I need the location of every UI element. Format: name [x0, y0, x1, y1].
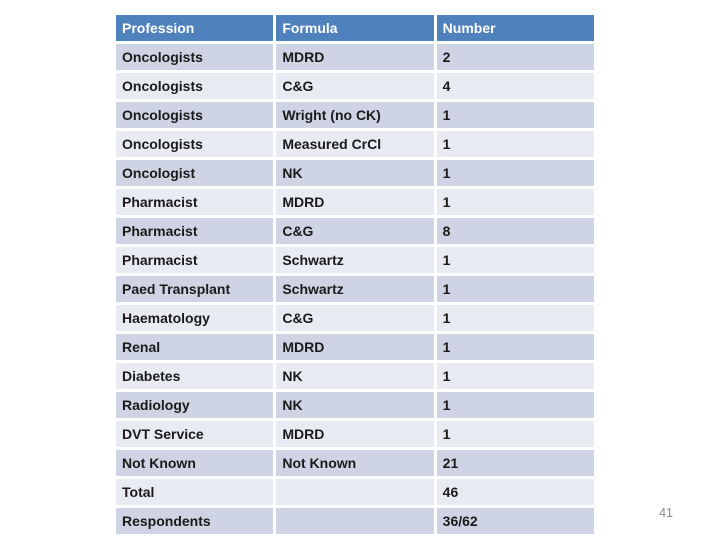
- table-row: Oncologists MDRD 2: [112, 41, 598, 73]
- table-row: Radiology NK 1: [112, 389, 598, 421]
- table-body: Oncologists MDRD 2 Oncologists C&G 4 Oncologis…: [112, 41, 598, 537]
- column-header-profession: Profession: [112, 12, 277, 44]
- profession-cell: Oncologists: [112, 99, 277, 131]
- profession-cell: Renal: [112, 331, 277, 363]
- profession-cell: Diabetes: [112, 360, 277, 392]
- table-row: Oncologists Measured CrCl 1: [112, 128, 598, 160]
- table-row: Paed Transplant Schwartz 1: [112, 273, 598, 305]
- profession-cell: DVT Service: [112, 418, 277, 450]
- number-cell: 1: [433, 331, 598, 363]
- formula-cell: MDRD: [273, 331, 437, 363]
- table-row: Total 46: [112, 476, 598, 508]
- profession-cell: Respondents: [112, 505, 277, 537]
- table-row: Respondents 36/62: [112, 505, 598, 537]
- table-row: Pharmacist C&G 8: [112, 215, 598, 247]
- table-head: Profession Formula Number: [112, 12, 598, 44]
- formula-cell: [273, 476, 437, 508]
- formula-cell: MDRD: [273, 41, 437, 73]
- number-cell: 36/62: [433, 505, 598, 537]
- profession-cell: Pharmacist: [112, 215, 277, 247]
- formula-cell: NK: [273, 157, 437, 189]
- number-cell: 1: [433, 157, 598, 189]
- table-row: Oncologists C&G 4: [112, 70, 598, 102]
- formula-cell: Schwartz: [273, 244, 437, 276]
- formula-cell: Measured CrCl: [273, 128, 437, 160]
- table-row: Renal MDRD 1: [112, 331, 598, 363]
- number-cell: 1: [433, 389, 598, 421]
- table-row: Oncologists Wright (no CK) 1: [112, 99, 598, 131]
- profession-cell: Oncologists: [112, 70, 277, 102]
- number-cell: 46: [433, 476, 598, 508]
- profession-cell: Paed Transplant: [112, 273, 277, 305]
- formula-cell: MDRD: [273, 418, 437, 450]
- table-row: Oncologist NK 1: [112, 157, 598, 189]
- profession-cell: Oncologists: [112, 41, 277, 73]
- formula-cell: Not Known: [273, 447, 437, 479]
- table-row: Not Known Not Known 21: [112, 447, 598, 479]
- number-cell: 1: [433, 360, 598, 392]
- number-cell: 1: [433, 273, 598, 305]
- number-cell: 1: [433, 128, 598, 160]
- profession-cell: Pharmacist: [112, 244, 277, 276]
- number-cell: 21: [433, 447, 598, 479]
- page-number: 41: [659, 506, 673, 520]
- results-table: Profession Formula Number Oncologists MDRD 2…: [112, 12, 598, 537]
- table-row: Pharmacist MDRD 1: [112, 186, 598, 218]
- table-row: Haematology C&G 1: [112, 302, 598, 334]
- formula-cell: MDRD: [273, 186, 437, 218]
- table-header-row: Profession Formula Number: [112, 12, 598, 44]
- number-cell: 1: [433, 302, 598, 334]
- number-cell: 4: [433, 70, 598, 102]
- formula-cell: NK: [273, 360, 437, 392]
- number-cell: 1: [433, 186, 598, 218]
- formula-cell: NK: [273, 389, 437, 421]
- column-header-formula: Formula: [273, 12, 437, 44]
- formula-cell: Wright (no CK): [273, 99, 437, 131]
- formula-cell: C&G: [273, 70, 437, 102]
- number-cell: 1: [433, 99, 598, 131]
- profession-cell: Not Known: [112, 447, 277, 479]
- number-cell: 2: [433, 41, 598, 73]
- number-cell: 1: [433, 244, 598, 276]
- table-row: DVT Service MDRD 1: [112, 418, 598, 450]
- column-header-number: Number: [433, 12, 598, 44]
- formula-cell: C&G: [273, 215, 437, 247]
- profession-cell: Radiology: [112, 389, 277, 421]
- profession-cell: Pharmacist: [112, 186, 277, 218]
- formula-cell: Schwartz: [273, 273, 437, 305]
- profession-cell: Oncologist: [112, 157, 277, 189]
- number-cell: 8: [433, 215, 598, 247]
- profession-cell: Haematology: [112, 302, 277, 334]
- table-row: Pharmacist Schwartz 1: [112, 244, 598, 276]
- profession-cell: Oncologists: [112, 128, 277, 160]
- table-row: Diabetes NK 1: [112, 360, 598, 392]
- profession-cell: Total: [112, 476, 277, 508]
- formula-cell: [273, 505, 437, 537]
- formula-cell: C&G: [273, 302, 437, 334]
- number-cell: 1: [433, 418, 598, 450]
